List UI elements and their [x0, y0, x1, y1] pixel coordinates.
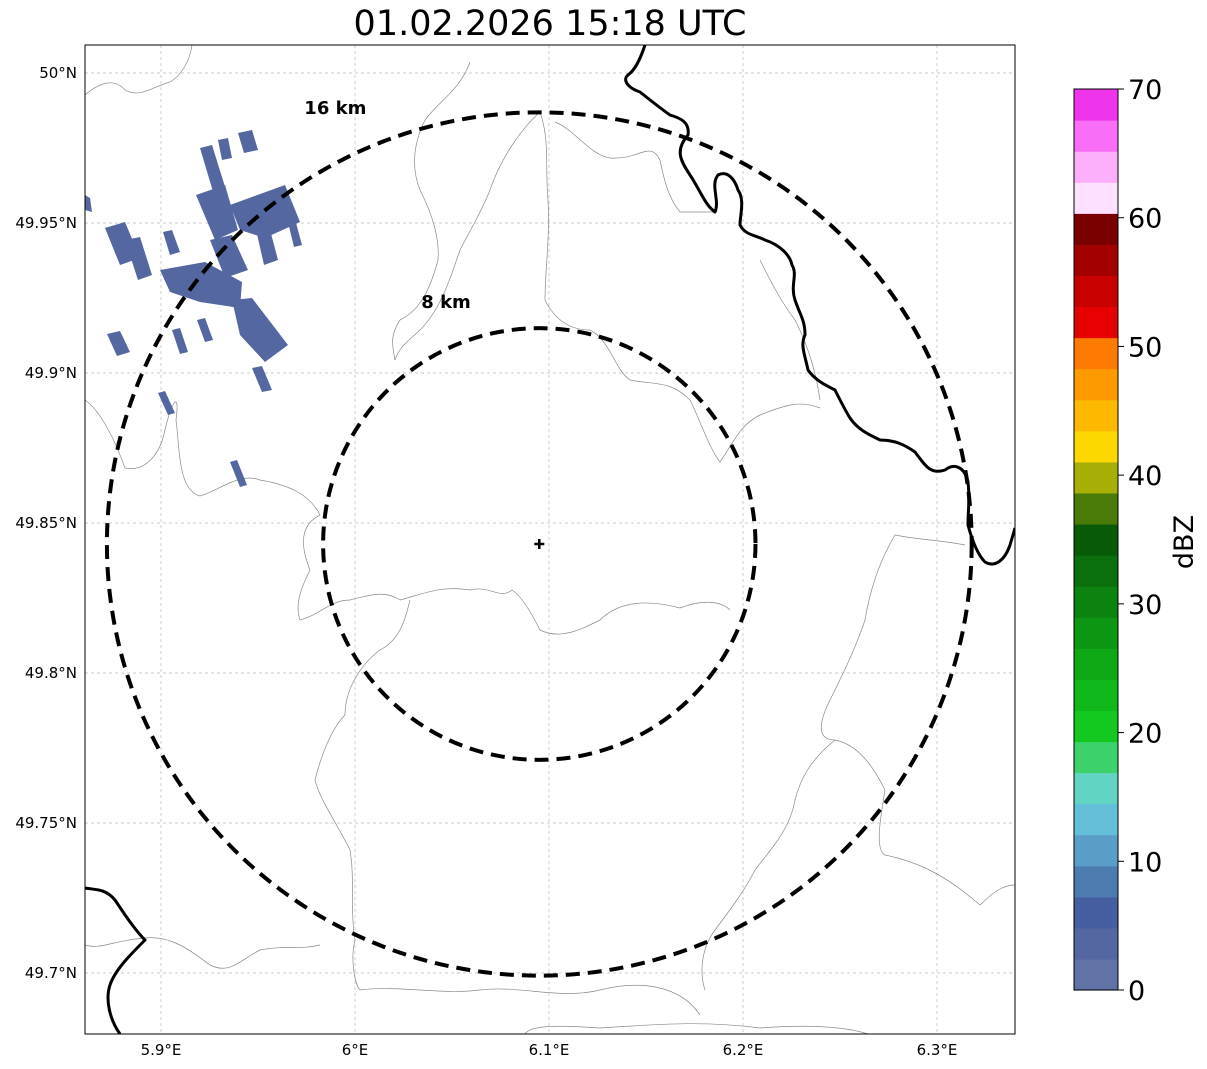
lon-tick-label: 6.1°E — [529, 1041, 570, 1059]
colorbar-segment — [1074, 772, 1118, 805]
admin-border-line — [85, 399, 731, 635]
lon-tick-label: 6.3°E — [917, 1041, 958, 1059]
echo-cell — [230, 185, 300, 238]
admin-border-line — [85, 937, 321, 969]
colorbar-frame — [1073, 88, 1119, 991]
admin-border-line — [359, 985, 701, 1016]
colorbar-segment — [1074, 648, 1118, 680]
colorbar-segment — [1074, 492, 1118, 525]
admin-border-line — [392, 61, 471, 361]
colorbar-segment — [1074, 213, 1118, 245]
colorbar: 0 10 20 30 40 50 60 70 dBZ — [1073, 75, 1200, 1007]
colorbar-segment — [1074, 617, 1118, 649]
colorbar-segment — [1074, 337, 1118, 370]
lat-tick-label: 49.9°N — [25, 364, 77, 382]
colorbar-tick-label: 0 — [1128, 976, 1145, 1007]
admin-border-line — [394, 111, 541, 361]
echo-cell — [252, 366, 272, 392]
colorbar-segment — [1074, 89, 1118, 121]
admin-border-line — [85, 45, 193, 96]
colorbar-segment — [1074, 306, 1118, 339]
colorbar-tick-label: 30 — [1128, 590, 1162, 621]
colorbar-segment — [1074, 896, 1118, 929]
colorbar-segment — [1074, 679, 1118, 711]
echo-cell — [200, 145, 226, 195]
colorbar-tick-label: 70 — [1128, 75, 1162, 106]
range-ring-label: 16 km — [304, 98, 366, 119]
colorbar-tick-label: 10 — [1128, 847, 1162, 878]
admin-border-line — [554, 121, 715, 213]
range-ring — [321, 326, 758, 762]
echo-cell — [285, 208, 302, 247]
echo-cell — [232, 298, 288, 362]
colorbar-segment — [1074, 275, 1118, 308]
map-title: 01.02.2026 15:18 UTC — [353, 4, 747, 44]
colorbar-tick-label: 40 — [1128, 461, 1162, 492]
lat-tick-label: 49.75°N — [15, 814, 77, 832]
colorbar-segment — [1074, 865, 1118, 898]
echo-cell — [197, 318, 213, 342]
colorbar-segment — [1074, 586, 1118, 618]
map-content — [85, 45, 1015, 1034]
colorbar-segment — [1074, 461, 1118, 494]
radar-site-marker — [534, 539, 545, 549]
admin-border-line — [539, 111, 821, 463]
echo-cell — [85, 195, 92, 212]
echo-cell — [163, 230, 180, 255]
lat-tick-label: 50°N — [39, 64, 77, 82]
colorbar-segment — [1074, 803, 1118, 836]
colorbar-segment — [1074, 120, 1118, 152]
echo-cell — [172, 328, 188, 354]
colorbar-segment — [1074, 151, 1118, 183]
reflectivity-echoes — [85, 130, 302, 487]
range-ring-label: 8 km — [421, 292, 471, 313]
lon-tick-label: 6.2°E — [723, 1041, 764, 1059]
echo-cell — [196, 185, 238, 240]
echo-cell — [255, 222, 278, 265]
colorbar-segment — [1074, 834, 1118, 867]
colorbar-segment — [1074, 741, 1118, 774]
colorbar-label: dBZ — [1169, 515, 1200, 569]
map-frame — [84, 44, 1016, 1035]
axis-tick-labels: 5.9°E 6°E 6.1°E 6.2°E 6.3°E 50°N 49.95°N 49.9°N… — [15, 64, 957, 1059]
colorbar-segment — [1074, 399, 1118, 432]
admin-border-line — [524, 1023, 869, 1034]
lat-tick-label: 49.85°N — [15, 514, 77, 532]
colorbar-segment — [1074, 927, 1118, 960]
range-ring — [104, 110, 974, 978]
echo-cell — [210, 235, 248, 278]
colorbar-segment — [1074, 710, 1118, 743]
lon-tick-label: 5.9°E — [141, 1041, 182, 1059]
echo-cell — [218, 138, 232, 160]
echo-cell — [158, 391, 175, 415]
colorbar-segment — [1074, 430, 1118, 463]
echo-cell — [230, 460, 247, 487]
lat-tick-label: 49.95°N — [15, 214, 77, 232]
echo-cell — [125, 237, 152, 280]
range-rings — [104, 110, 974, 978]
colorbar-segment — [1074, 958, 1118, 991]
colorbar-tick-label: 60 — [1128, 204, 1162, 235]
colorbar-segment — [1074, 182, 1118, 214]
echo-cell — [238, 130, 258, 153]
admin-border-line — [701, 739, 836, 991]
lat-tick-label: 49.7°N — [25, 964, 77, 982]
gridlines — [85, 45, 1015, 1034]
colorbar-segment — [1074, 555, 1118, 587]
colorbar-segment — [1074, 523, 1118, 556]
lat-tick-label: 49.8°N — [25, 664, 77, 682]
admin-borders — [85, 45, 1015, 1034]
colorbar-segment — [1074, 244, 1118, 277]
admin-border-line — [314, 599, 411, 991]
colorbar-tick-label: 20 — [1128, 719, 1162, 750]
national-border-line — [85, 886, 147, 1034]
colorbar-segment — [1074, 368, 1118, 401]
colorbar-tick-label: 50 — [1128, 332, 1162, 363]
echo-cell — [160, 262, 242, 308]
lon-tick-label: 6°E — [342, 1041, 369, 1059]
admin-border-line — [759, 259, 821, 401]
echo-cell — [107, 331, 130, 356]
